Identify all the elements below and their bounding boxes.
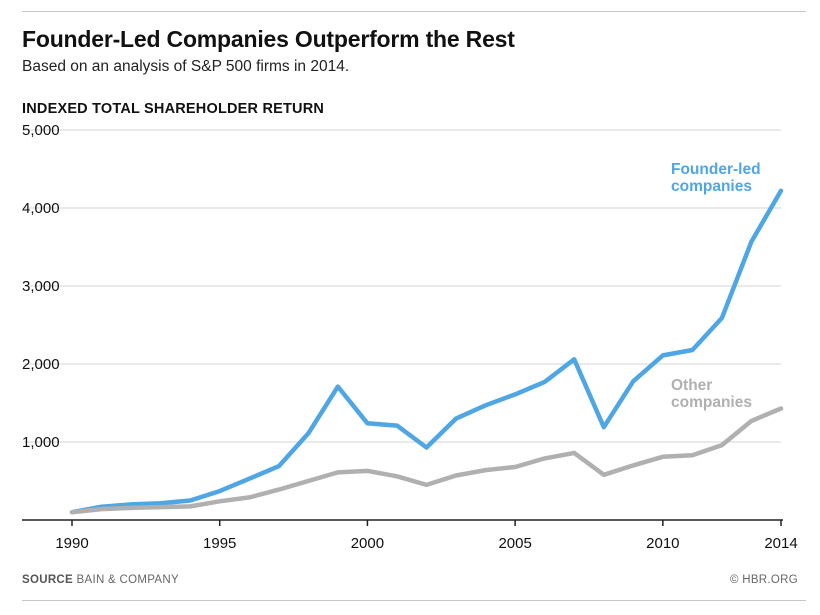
series-label: Other xyxy=(671,377,712,394)
other-companies-series-line xyxy=(69,406,784,515)
y-tick-label: 1,000 xyxy=(22,434,60,451)
bottom-divider xyxy=(22,600,806,601)
x-tick-label: 2005 xyxy=(498,535,531,552)
x-tick-label: 2010 xyxy=(646,535,679,552)
x-tick-label: 2000 xyxy=(351,535,384,552)
series-label: companies xyxy=(671,394,752,411)
y-tick-label: 3,000 xyxy=(22,278,60,295)
founder-led-series-line xyxy=(69,188,784,515)
top-divider xyxy=(22,11,806,12)
x-tick-label: 1990 xyxy=(55,535,88,552)
x-tick-label: 2014 xyxy=(764,535,797,552)
source-text: BAIN & COMPANY xyxy=(76,574,179,586)
source-note: SOURCE BAIN & COMPANY xyxy=(22,574,179,586)
source-label: SOURCE xyxy=(22,574,74,586)
x-tick-label: 1995 xyxy=(203,535,236,552)
credit-note: © HBR.ORG xyxy=(729,574,798,586)
series-label: companies xyxy=(671,178,752,195)
chart-title: Founder-Led Companies Outperform the Res… xyxy=(22,26,515,52)
y-tick-label: 2,000 xyxy=(22,356,60,373)
y-tick-label: 4,000 xyxy=(22,200,60,217)
y-axis-title: INDEXED TOTAL SHAREHOLDER RETURN xyxy=(22,101,325,117)
y-tick-label: 5,000 xyxy=(22,122,60,139)
series-label: Founder-led xyxy=(671,161,761,178)
chart-subtitle: Based on an analysis of S&P 500 firms in… xyxy=(22,58,350,75)
